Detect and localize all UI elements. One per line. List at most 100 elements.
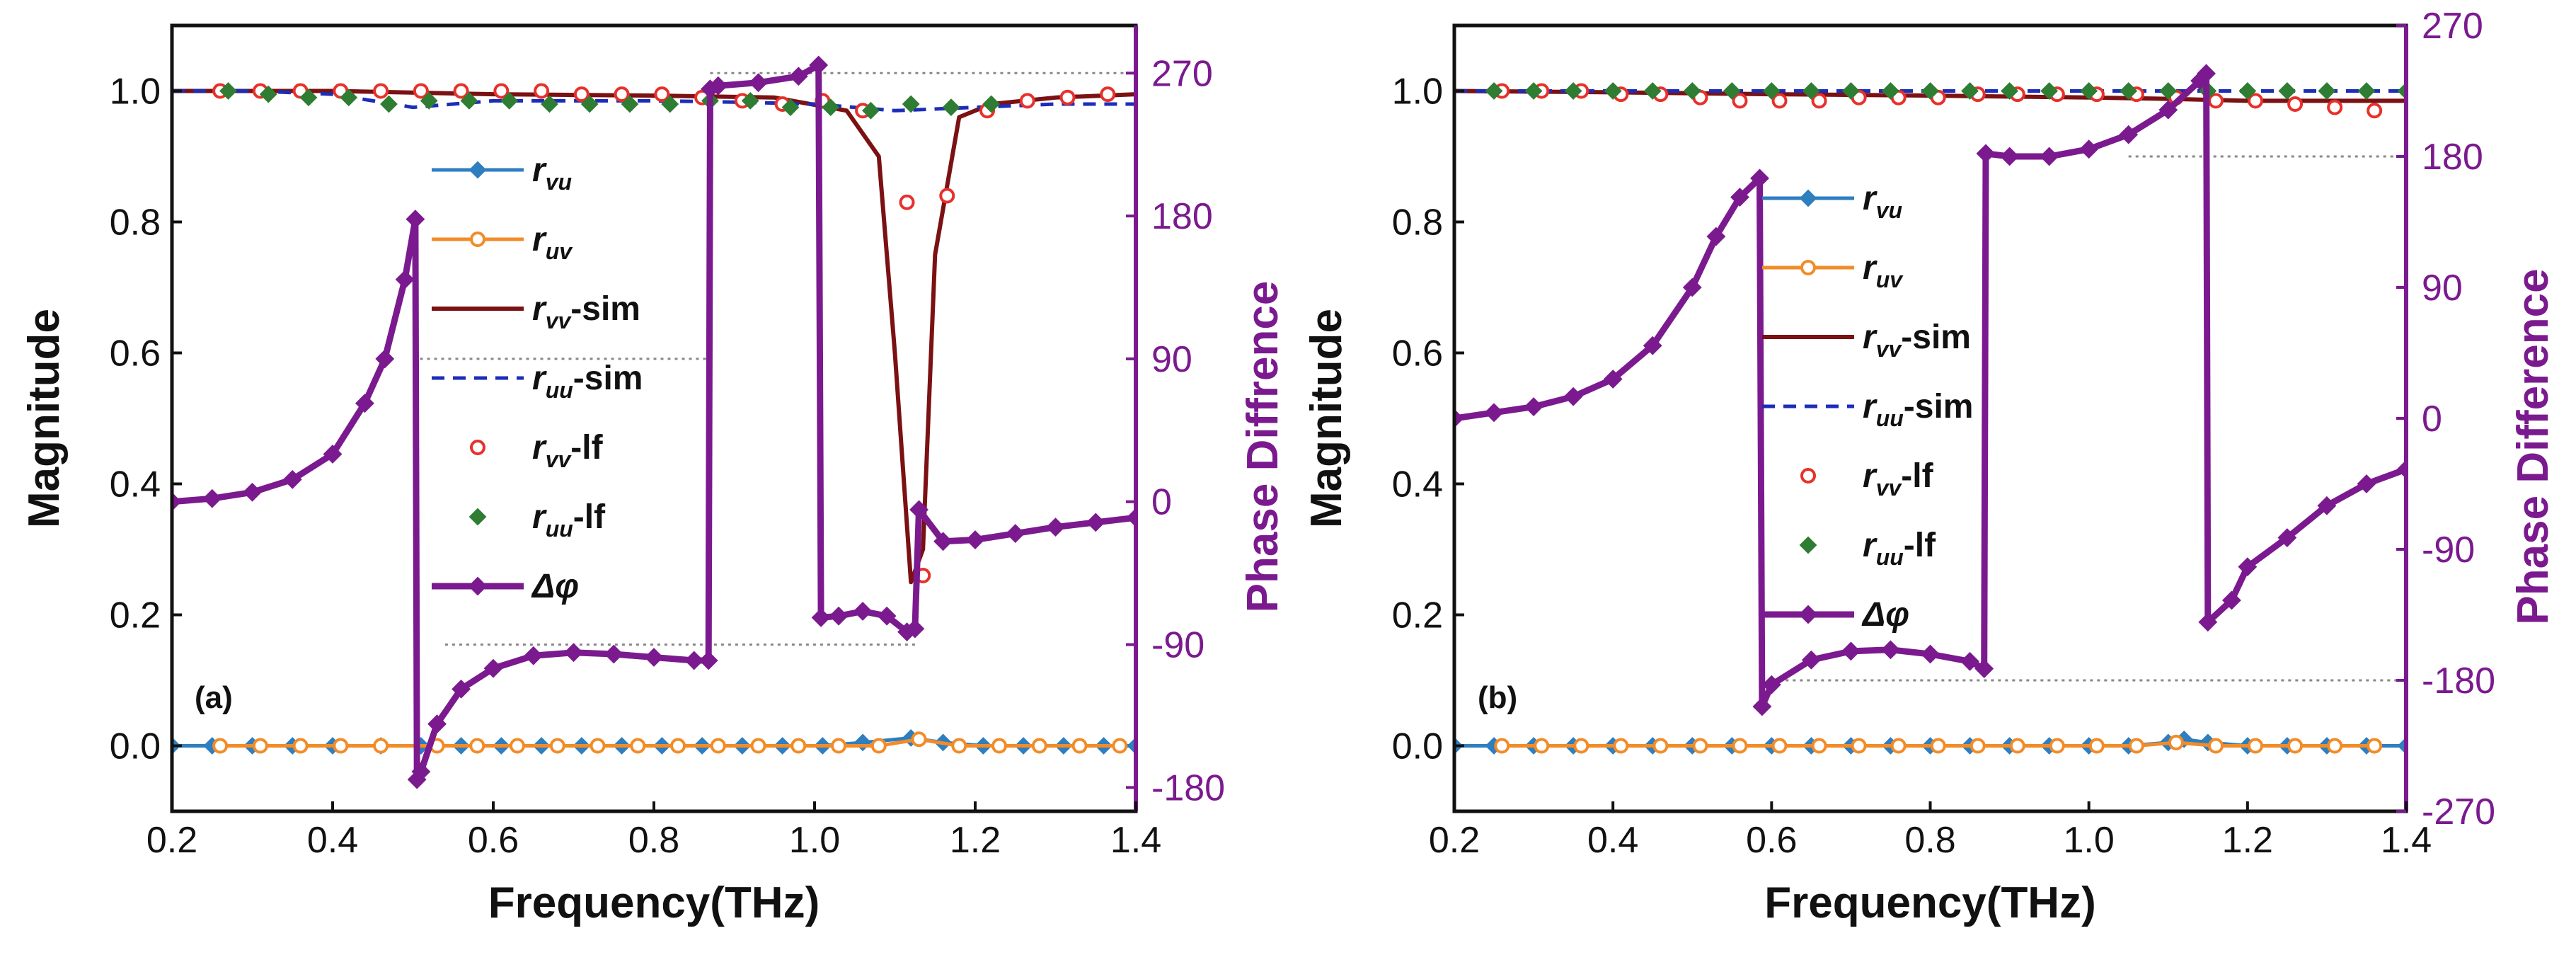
data-point-phase (1046, 517, 1065, 537)
data-point-r_uu_lf (2318, 82, 2336, 100)
data-point-phase (809, 55, 829, 75)
data-point-phase (2357, 474, 2376, 493)
data-point-phase (2119, 125, 2139, 144)
y-tick-label: 0.0 (1392, 726, 1443, 767)
data-point-phase (604, 644, 623, 664)
axis-ticks: 0.2 0.4 0.6 0.8 1.0 1.2 1.4 0.0 0.2 0.4 0.6 0.8 1.0 -… (110, 53, 1225, 861)
data-point-phase (1801, 650, 1821, 670)
y-tick-label: 0.2 (110, 595, 161, 636)
data-point-phase (1921, 644, 1940, 664)
y-tick-label: 0.4 (1392, 464, 1443, 505)
data-point-phase (2277, 528, 2297, 547)
data-point-r_uv (1930, 738, 1946, 754)
data-point-r_uu_lf (1842, 82, 1860, 100)
data-point-r_uv (1890, 738, 1907, 754)
series-phase (1454, 64, 2406, 716)
data-point-r_uv (1071, 738, 1088, 754)
data-point-phase (1603, 370, 1623, 389)
legend-marker (468, 508, 487, 526)
data-point-phase (909, 500, 928, 520)
data-point-r_uv (831, 738, 847, 754)
data-point-r_uu_lf (1604, 82, 1622, 100)
data-point-r_uv (2088, 738, 2105, 754)
x-tick-label: 0.2 (1429, 820, 1480, 861)
data-point-r_uu_lf (822, 98, 840, 117)
data-point-r_uv (2208, 738, 2224, 754)
y-tick-label: 0.0 (110, 726, 161, 767)
legend-label: Δφ (531, 568, 579, 605)
data-point-r_uv (1031, 738, 1047, 754)
data-point-phase (2000, 147, 2019, 166)
data-point-r_vv_lf (2327, 99, 2343, 115)
panel-label: (a) (195, 680, 233, 715)
x-axis-title: Frequency(THz) (488, 879, 820, 927)
y-tick-label: 0.4 (110, 464, 161, 505)
data-point-phase (483, 658, 503, 678)
x-tick-label: 1.2 (2222, 820, 2273, 861)
series-r_vu (1454, 730, 2406, 755)
legend-item-r_vv_lf: rvv-lf (1800, 457, 1934, 501)
data-point-r_uu_lf (460, 91, 478, 110)
data-point-r_uv (951, 738, 967, 754)
data-point-r_vv_lf (899, 194, 915, 210)
data-point-r_uu_lf (1683, 82, 1701, 100)
data-point-phase (933, 532, 953, 551)
data-point-phase (1841, 641, 1861, 661)
series-r_uv (1494, 734, 2383, 754)
data-point-r_uu_lf (1882, 82, 1899, 100)
data-point-phase (282, 469, 302, 489)
data-point-phase (905, 619, 925, 639)
data-point-r_uv (292, 738, 309, 754)
reference-lines (413, 72, 1136, 646)
data-point-phase (243, 482, 262, 502)
series-r_vv_lf (212, 83, 1116, 583)
data-point-r_uv (1811, 738, 1827, 754)
data-point-phase (708, 76, 728, 96)
data-point-r_vv_lf (534, 83, 550, 99)
data-point-r_uv (1732, 738, 1748, 754)
data-point-r_uu_lf (1921, 82, 1939, 100)
legend-label: ruv (1863, 249, 1904, 292)
legend-item-r_vu: rvu (432, 151, 572, 195)
data-point-phase (1454, 408, 1464, 428)
data-point-r_vv_lf (493, 83, 510, 99)
x-tick-label: 1.0 (2064, 820, 2115, 861)
data-point-r_vu (853, 733, 872, 752)
data-point-phase (1682, 278, 1702, 297)
data-point-r_vv_lf (1019, 93, 1035, 109)
data-point-phase (395, 270, 415, 290)
x-axis-title: Frequency(THz) (1764, 879, 2095, 927)
data-point-r_uu_lf (2040, 82, 2059, 100)
data-point-r_uu_lf (621, 95, 639, 113)
y-tick-label: 0.6 (1392, 333, 1443, 374)
data-point-phase (427, 714, 447, 734)
data-point-phase (829, 606, 849, 626)
data-point-r_uv (2049, 738, 2065, 754)
legend-marker (470, 231, 485, 247)
series-group (172, 55, 1136, 789)
legend-item-phase: Δφ (1762, 596, 1909, 634)
data-point-r_uu_lf (580, 95, 599, 113)
data-point-r_uv (2327, 738, 2343, 754)
legend-label: rvv-sim (1863, 319, 1971, 362)
series-r_uu_lf (1485, 82, 2406, 100)
data-point-phase (406, 210, 425, 229)
legend-marker (1800, 260, 1816, 275)
y2-tick-label: 180 (1151, 196, 1213, 237)
legend-label: ruu-lf (1863, 527, 1936, 570)
x-tick-label: 0.4 (307, 820, 358, 861)
x-tick-label: 1.0 (789, 820, 840, 861)
data-point-r_uv (2168, 734, 2184, 750)
series-line-phase (172, 62, 1136, 783)
plot-frame (170, 23, 1138, 813)
data-point-phase (411, 762, 431, 782)
x-tick-label: 0.8 (628, 820, 679, 861)
y2-tick-label: -180 (2422, 661, 2495, 702)
data-point-r_uu_lf (1564, 82, 1582, 100)
data-point-r_vv_lf (939, 188, 955, 204)
y2-tick-label: 90 (1151, 339, 1192, 380)
data-point-r_vv_lf (1100, 86, 1116, 103)
data-point-phase (2079, 139, 2099, 159)
data-point-r_vv_lf (2287, 96, 2304, 112)
